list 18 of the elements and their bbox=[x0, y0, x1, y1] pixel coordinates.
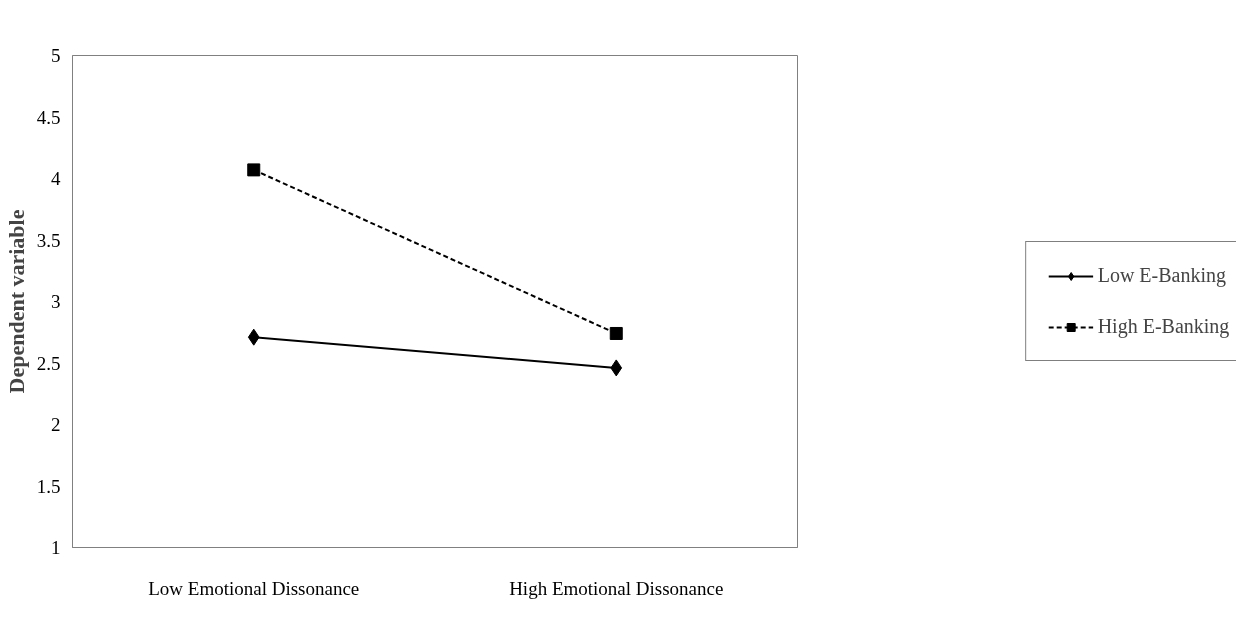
x-tick-label: High Emotional Dissonance bbox=[509, 577, 724, 599]
y-tick-label: 4.5 bbox=[36, 106, 61, 128]
y-tick-label: 2 bbox=[51, 414, 61, 435]
legend-label: Low E-Banking bbox=[1097, 264, 1226, 287]
y-tick-label: 2.5 bbox=[36, 352, 61, 374]
point bbox=[609, 326, 623, 340]
y-tick-label: 1.5 bbox=[36, 475, 61, 497]
y-tick-label: 3 bbox=[51, 291, 61, 312]
y-tick-label: 5 bbox=[51, 45, 61, 66]
x-tick-label: Low Emotional Dissonance bbox=[148, 577, 360, 599]
point bbox=[247, 328, 260, 346]
y-tick-label: 4 bbox=[51, 168, 61, 189]
y-tick-label: 1 bbox=[51, 537, 61, 558]
y-axis-title: Dependent variable bbox=[3, 209, 29, 394]
point bbox=[247, 163, 261, 177]
point bbox=[610, 359, 623, 377]
y-tick-label: 3.5 bbox=[36, 229, 61, 251]
legend-label: High E-Banking bbox=[1097, 315, 1230, 338]
